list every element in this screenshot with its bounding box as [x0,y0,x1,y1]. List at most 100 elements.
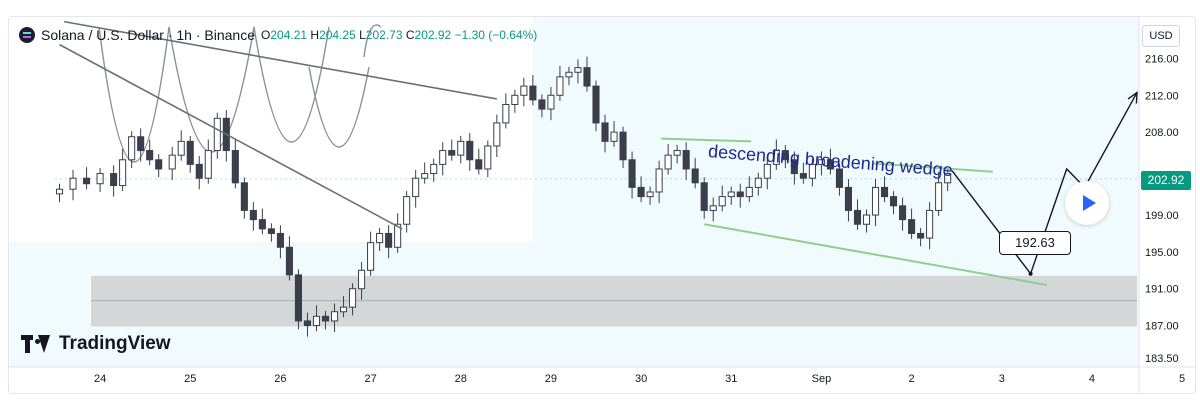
y-tick-label: 191.00 [1145,284,1179,296]
candle [601,114,609,153]
y-tick-label: 183.50 [1145,353,1179,365]
candle [808,158,816,187]
candle-body [231,150,239,184]
x-tick-label: 5 [1179,373,1185,385]
candle [493,114,501,157]
symbol-header[interactable]: Solana / U.S. Dollar · 1h · Binance O204… [19,25,537,45]
currency-button[interactable]: USD [1142,25,1180,47]
candle-body [186,140,194,165]
price-chart[interactable]: 216.00212.00208.00203.00199.00195.00191.… [9,17,1195,393]
candle-body [664,154,672,170]
candle-body [204,150,212,179]
close-value: 202.92 [414,28,452,42]
candle [619,126,627,169]
x-tick-label: Sep [812,373,832,385]
candle-body [574,67,582,73]
y-tick-label: 212.00 [1145,90,1179,102]
candle [547,87,555,121]
candle [155,154,163,178]
candle [349,283,357,316]
x-tick-label: 29 [545,373,557,385]
candle-body [871,186,880,216]
candle [691,157,699,189]
candle [484,140,492,178]
wave-curve [308,66,370,148]
candle [944,168,952,192]
candle [862,209,871,233]
candle [421,162,429,184]
candle-body [448,150,456,156]
candle [899,197,907,231]
candle-body [110,173,118,187]
brand-logo: TradingView [21,333,171,355]
candle [556,65,564,101]
candle [69,169,77,201]
ohlc-readout: O204.21 H204.25 L202.73 C202.92 −1.30 (−… [261,28,537,42]
candle [926,202,934,250]
candle-body [619,131,627,161]
candle-body [899,205,907,221]
candle [394,213,402,253]
candle [168,146,176,181]
candle [439,142,447,176]
candle-body [592,85,600,124]
falling-trendline-upper [63,20,497,100]
candle [565,66,573,86]
candle-body [330,311,339,322]
low-key: L [359,28,366,42]
candle-body [529,85,537,101]
falling-trendline-lower [59,43,403,230]
candle-body [583,67,591,87]
candle-body [637,186,645,198]
candle [249,202,257,231]
candle [871,179,880,227]
candle-body [421,173,429,179]
candle [853,199,862,230]
tradingview-logo-icon [21,335,51,353]
candle [457,135,465,164]
candle [664,144,672,175]
candle-body [249,209,257,221]
candle [128,131,136,169]
candle-body [817,159,825,165]
candle [718,185,726,212]
symbol-title[interactable]: Solana / U.S. Dollar · 1h · Binance [41,27,255,43]
candle-body [682,150,690,170]
candle [412,169,420,208]
candle-body [565,71,573,78]
candle [475,148,483,175]
candle-body [601,122,609,142]
open-value: 204.21 [270,28,308,42]
x-tick-label: 28 [455,373,467,385]
candle [754,172,762,196]
candle [83,167,91,190]
candle [258,208,266,235]
candle [529,75,537,106]
candle-body [385,232,393,248]
candle [709,197,717,222]
target-callout: 192.63 [999,231,1071,255]
candle [826,148,834,175]
candle-body [394,223,402,248]
y-tick-label: 187.00 [1145,321,1179,333]
candle-body [258,219,266,230]
candle-body [880,186,889,198]
candle [358,262,366,300]
candle-body [312,315,321,327]
candle-body [137,136,145,152]
candle-body [267,228,275,234]
y-tick-label: 195.00 [1145,247,1179,259]
play-icon[interactable] [1065,181,1109,225]
candle-body [835,168,843,188]
overlay-layer [9,17,533,242]
wave-curve [363,24,382,58]
candle-body [511,94,519,106]
close-key: C [405,28,415,42]
brand-name: TradingView [59,333,171,354]
candle-body [69,177,77,190]
candle-body [195,163,203,179]
candle-body [493,122,501,147]
candle [592,80,600,132]
y-tick-label: 208.00 [1145,127,1179,139]
candle-body [853,209,862,225]
